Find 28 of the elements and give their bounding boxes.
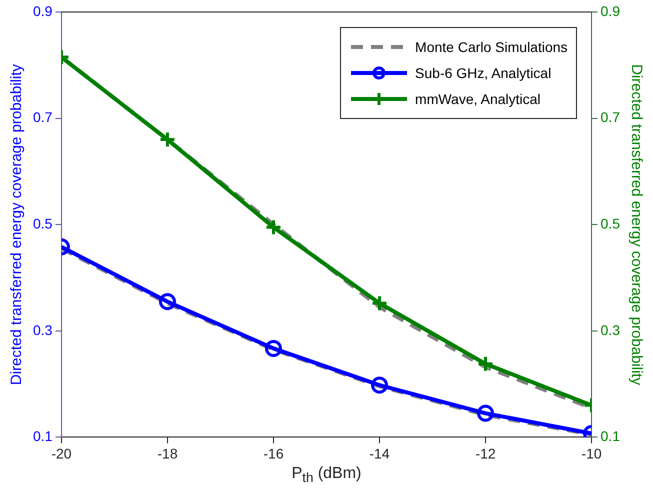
point — [477, 404, 494, 422]
point — [158, 293, 176, 310]
y2-tick-label: 0.7 — [600, 109, 620, 126]
point — [264, 218, 282, 236]
x-tick-label: -18 — [157, 445, 178, 462]
y-tick-label: 0.3 — [32, 322, 53, 338]
y-tick-label: 0.1 — [32, 428, 53, 444]
y2-axis-title: Directed transferred energy coverage probability — [628, 64, 645, 386]
y2-tick-label: 0.5 — [600, 215, 620, 232]
x-tick-label: -16 — [263, 445, 284, 462]
x-tick-label: -10 — [581, 445, 602, 462]
x-tick-label: -14 — [369, 445, 390, 462]
y-tick-label: 0.9 — [32, 2, 53, 19]
y-tick-label: 0.7 — [32, 109, 53, 126]
legend-label: Monte Carlo Simulations — [415, 39, 568, 55]
point — [371, 376, 388, 394]
point — [264, 340, 282, 357]
x-tick-label: -12 — [475, 445, 496, 462]
legend-label: Sub-6 GHz, Analytical — [415, 65, 552, 81]
y2-tick-label: 0.9 — [600, 2, 620, 19]
y-axis-title: Directed transferred energy coverage probability — [8, 64, 26, 386]
y-tick-label: 0.5 — [32, 215, 53, 232]
x-tick-label: -20 — [51, 445, 72, 462]
y2-tick-label: 0.1 — [600, 428, 620, 444]
x-axis-title: P$_{th}$ (dBm) — [290, 465, 362, 486]
y2-tick-label: 0.3 — [600, 322, 620, 338]
legend-label: mmWave, Analytical — [415, 91, 541, 107]
point — [371, 294, 388, 312]
